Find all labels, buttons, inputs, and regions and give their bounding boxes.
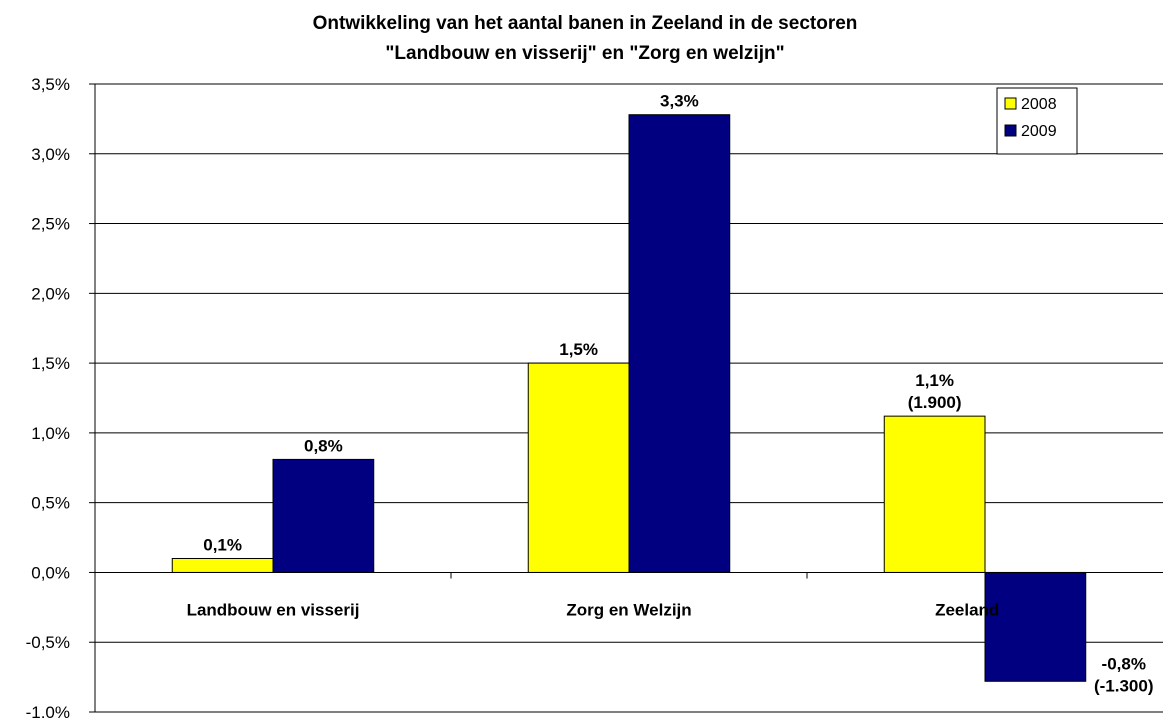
- category-label: Landbouw en visserij: [187, 600, 360, 619]
- y-tick-label: 0,5%: [31, 494, 70, 513]
- data-label: (1.900): [908, 393, 962, 412]
- data-labels: 0,1% 1,5% 1,1% (1.900) 0,8% 3,3% -0,8% (-1.300): [203, 92, 1153, 696]
- bar-2008-1: [171, 557, 274, 573]
- chart-title-line2: "Landbouw en visserij" en "Zorg en welzi…: [385, 43, 784, 64]
- data-label: -0,8%: [1102, 654, 1146, 673]
- chart-title-line1: Ontwikkeling van het aantal banen in Zee…: [313, 13, 858, 34]
- y-tick-label: 0,0%: [31, 563, 70, 582]
- data-label: 0,8%: [304, 436, 343, 455]
- y-tick-label: 3,5%: [31, 75, 70, 94]
- legend: 2008 2009: [996, 87, 1078, 155]
- legend-label-2009: 2009: [1021, 123, 1057, 140]
- bar-2008-2: [527, 362, 630, 573]
- data-label: (-1.300): [1094, 676, 1154, 695]
- bar-2008-3: [883, 415, 986, 573]
- y-tick-label: -0,5%: [26, 633, 70, 652]
- y-tick-label: -1,0%: [26, 703, 70, 718]
- y-tick-label: 1,0%: [31, 424, 70, 443]
- bars: [171, 114, 1087, 682]
- data-label: 1,1%: [915, 371, 954, 390]
- y-tick-label: 2,0%: [31, 284, 70, 303]
- bar-2009-3: [984, 571, 1087, 682]
- y-tick-label: 3,0%: [31, 145, 70, 164]
- data-label: 3,3%: [660, 92, 699, 111]
- legend-label-2008: 2008: [1021, 96, 1057, 113]
- data-label: 1,5%: [559, 340, 598, 359]
- legend-swatch-2008: [1004, 97, 1017, 110]
- legend-swatch-2009: [1004, 124, 1017, 137]
- bar-2009-2: [628, 114, 731, 573]
- category-label: Zorg en Welzijn: [566, 600, 691, 619]
- axes: -1,0% -0,5% 0,0% 0,5% 1,0% 1,5% 2,0% 2,5% 3,0% 3,…: [26, 75, 1163, 718]
- y-tick-label: 1,5%: [31, 354, 70, 373]
- category-label: Zeeland: [935, 600, 999, 619]
- y-tick-label: 2,5%: [31, 215, 70, 234]
- data-label: 0,1%: [203, 535, 242, 554]
- bar-2009-1: [272, 458, 375, 573]
